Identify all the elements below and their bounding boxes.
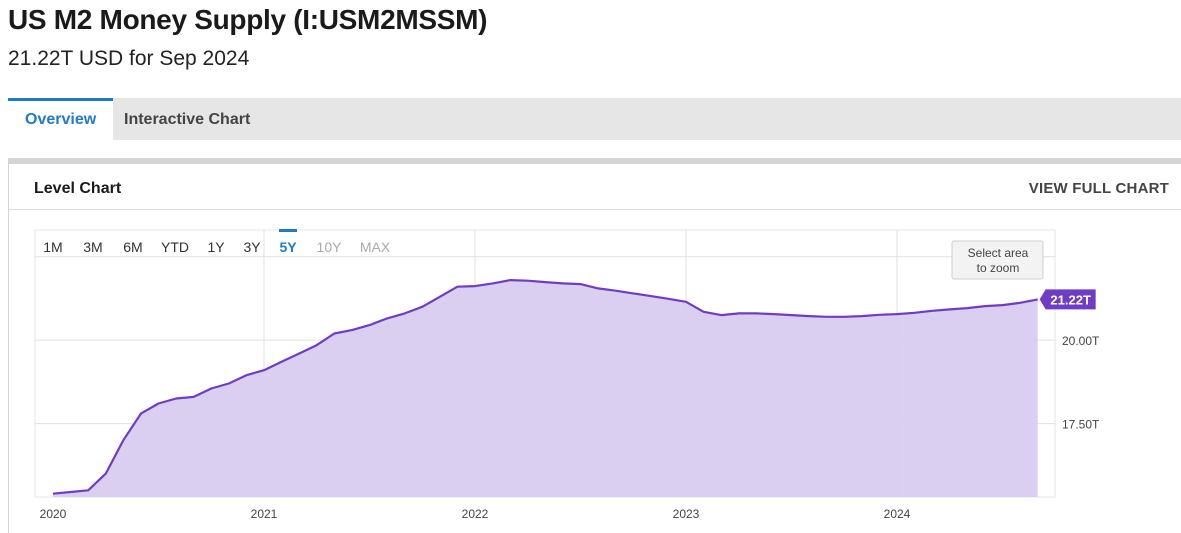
range-button-max[interactable]: MAX xyxy=(360,239,391,255)
series-area xyxy=(53,280,1038,497)
range-button-3m[interactable]: 3M xyxy=(83,239,102,255)
range-button-1m[interactable]: 1M xyxy=(43,239,62,255)
level-chart-card: Level Chart VIEW FULL CHART xyxy=(8,158,1181,533)
range-button-10y[interactable]: 10Y xyxy=(317,239,343,255)
x-tick-label: 2021 xyxy=(251,507,278,521)
y-tick-label: 20.00T xyxy=(1062,334,1100,348)
tab-interactive-chart[interactable]: Interactive Chart xyxy=(124,111,251,128)
view-full-chart-link[interactable]: VIEW FULL CHART xyxy=(1028,180,1169,197)
card-divider xyxy=(9,209,1181,210)
range-button-ytd[interactable]: YTD xyxy=(161,239,189,255)
range-active-indicator xyxy=(279,229,297,232)
zoom-hint-box xyxy=(951,240,1044,280)
range-button-3y[interactable]: 3Y xyxy=(243,239,261,255)
tab-overview[interactable]: Overview xyxy=(8,98,114,140)
range-button-1y[interactable]: 1Y xyxy=(207,239,225,255)
x-tick-label: 2022 xyxy=(462,507,489,521)
zoom-hint-text: to zoom xyxy=(977,261,1020,275)
y-tick-label: 17.50T xyxy=(1062,418,1100,432)
page-title: US M2 Money Supply (I:USM2MSSM) xyxy=(8,4,488,35)
page-subtitle: 21.22T USD for Sep 2024 xyxy=(8,47,250,70)
card-title: Level Chart xyxy=(34,180,122,197)
last-value-label: 21.22T xyxy=(1050,292,1091,307)
x-tick-label: 2023 xyxy=(673,507,700,521)
zoom-hint-text: Select area xyxy=(968,246,1029,260)
x-tick-label: 2020 xyxy=(40,507,67,521)
series-line xyxy=(52,279,1038,495)
x-tick-label: 2024 xyxy=(884,507,911,521)
last-value-flag xyxy=(1039,289,1096,310)
range-button-6m[interactable]: 6M xyxy=(123,239,142,255)
tab-bar: Overview Interactive Chart xyxy=(8,98,1181,140)
range-button-5y[interactable]: 5Y xyxy=(279,239,297,255)
